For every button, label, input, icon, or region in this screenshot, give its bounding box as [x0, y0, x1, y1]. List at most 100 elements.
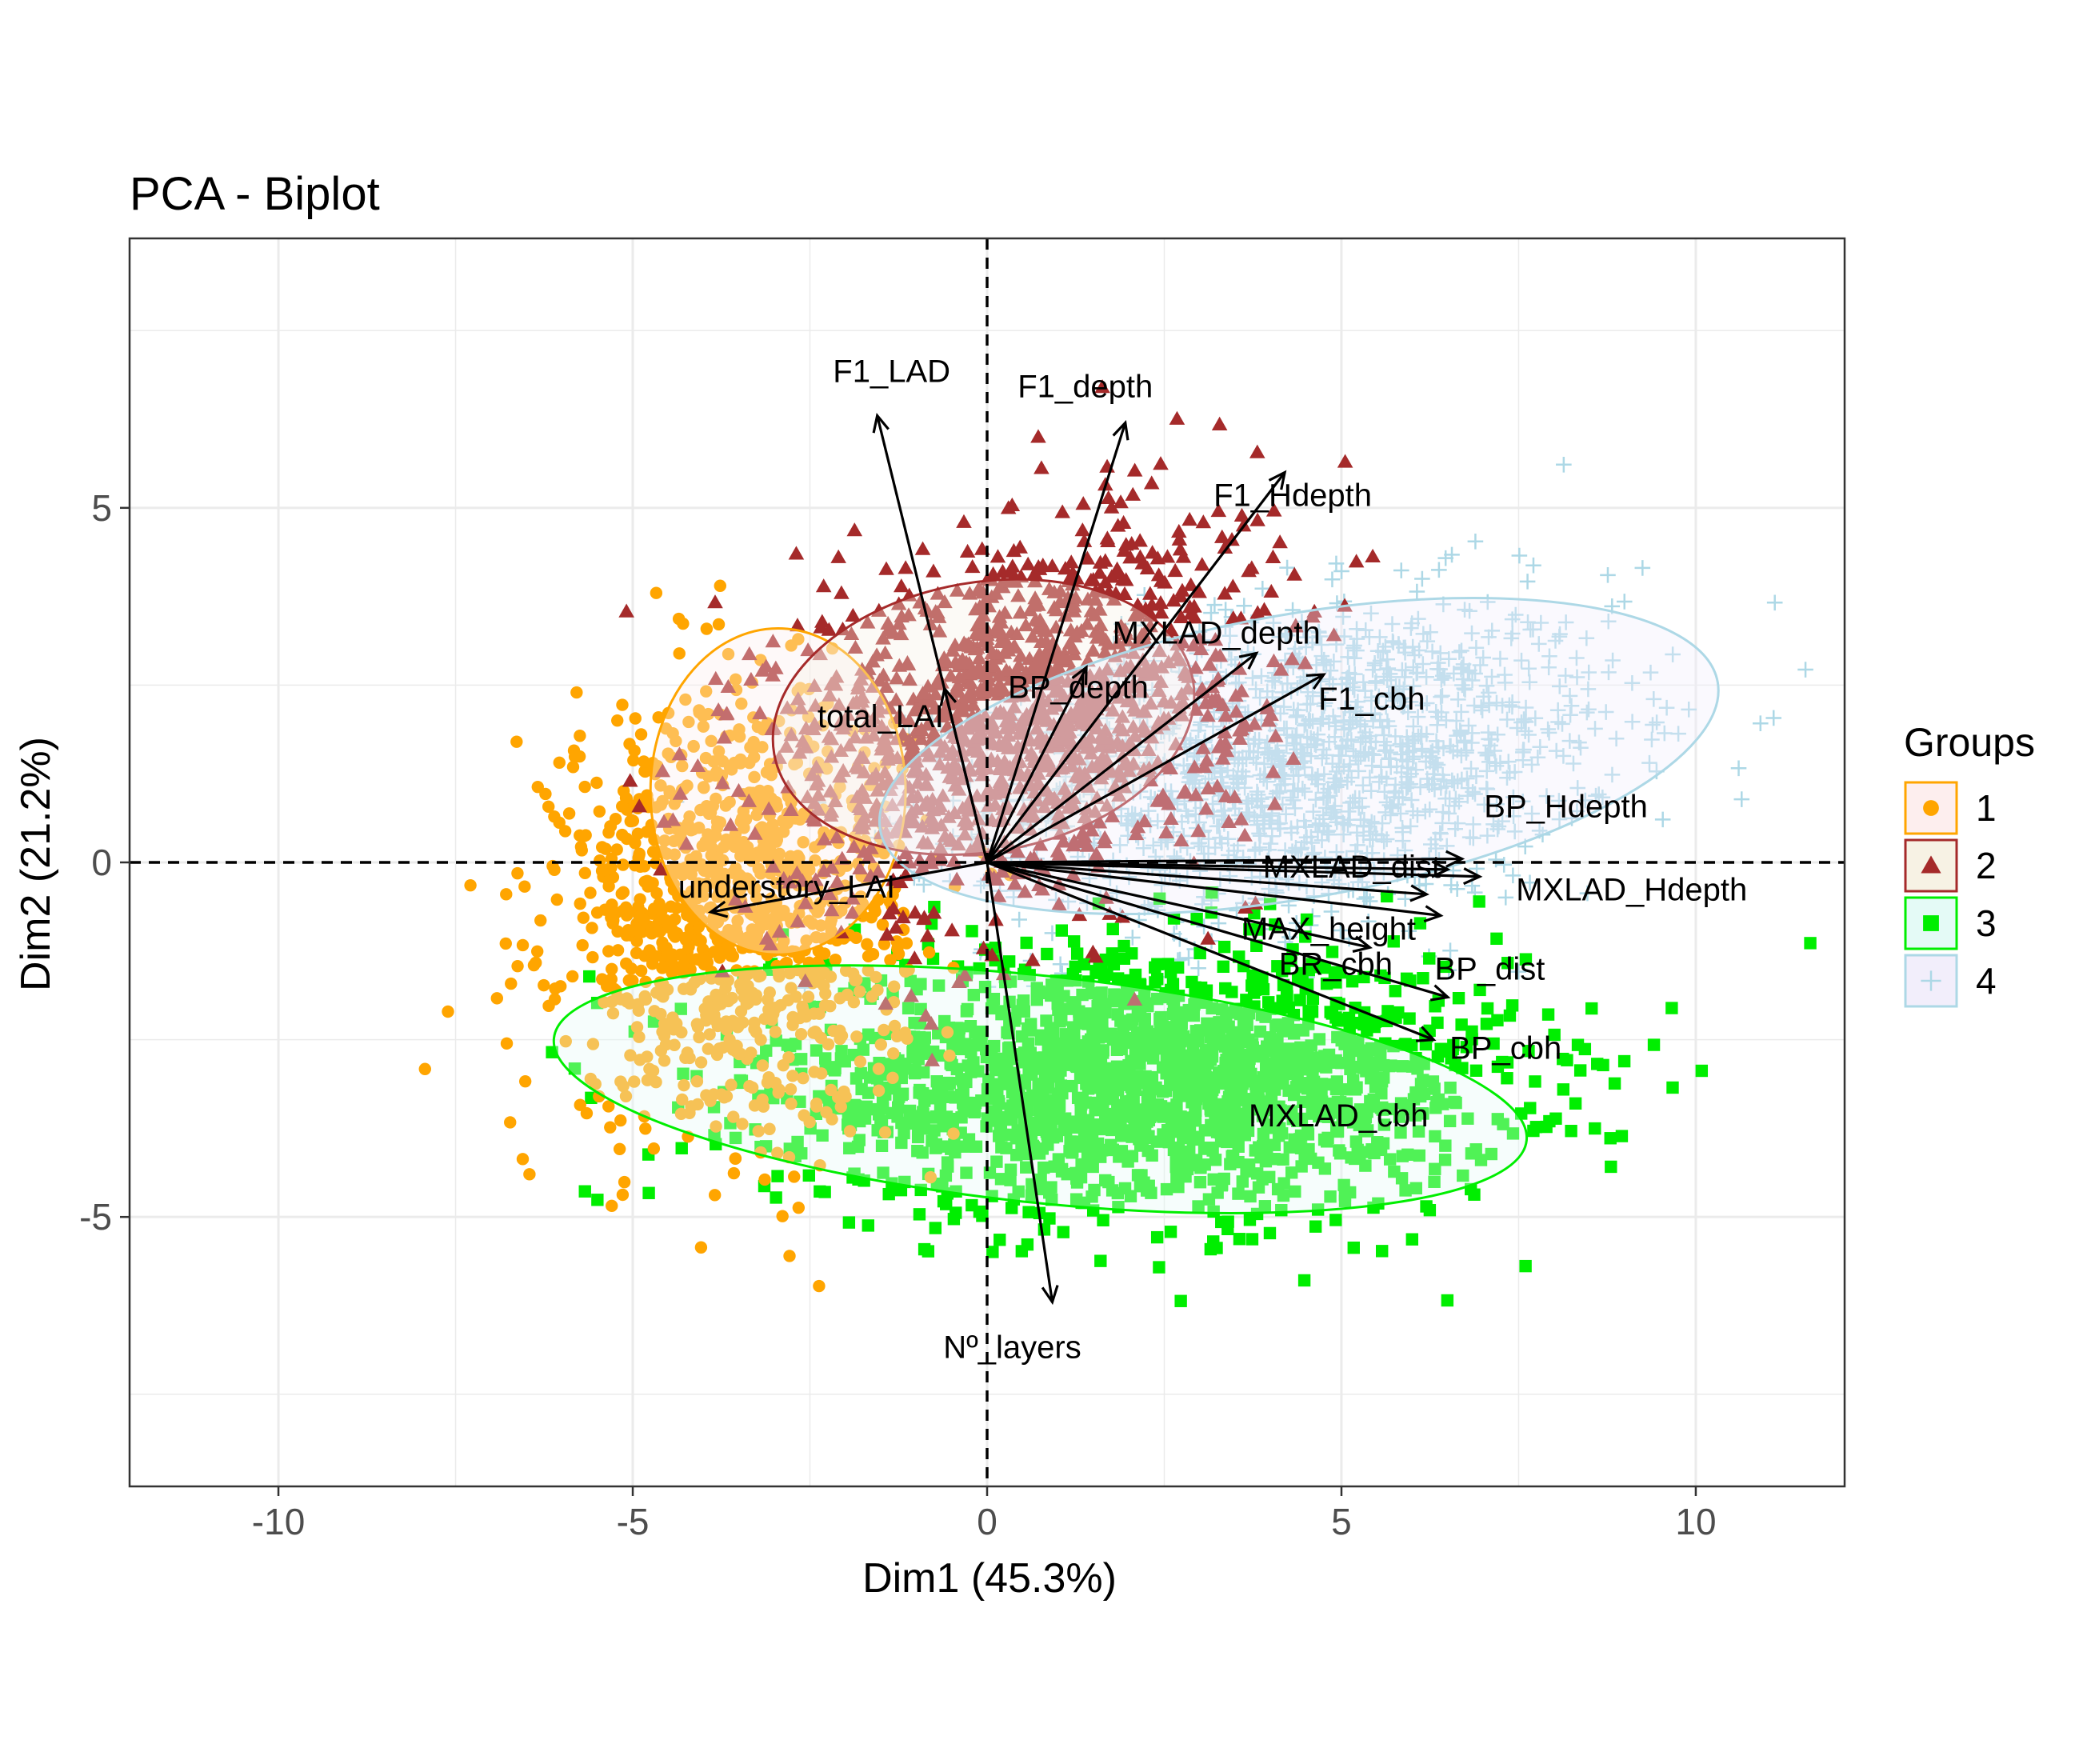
point — [1382, 759, 1399, 775]
point — [1319, 824, 1335, 841]
point — [616, 800, 629, 813]
point — [1185, 975, 1198, 989]
point — [1153, 1261, 1165, 1274]
point — [1305, 713, 1321, 730]
point — [862, 1219, 874, 1232]
point — [1149, 813, 1165, 830]
point — [1365, 662, 1381, 678]
point — [1193, 838, 1209, 854]
point — [1478, 678, 1495, 694]
point — [1340, 1013, 1353, 1026]
point — [1397, 669, 1413, 686]
point — [1441, 650, 1457, 667]
point — [1418, 695, 1435, 711]
point — [1257, 982, 1270, 996]
point — [1303, 748, 1319, 764]
point — [1163, 783, 1179, 799]
point — [1469, 1064, 1483, 1077]
point — [1529, 750, 1546, 766]
point — [586, 950, 599, 964]
point — [1766, 594, 1783, 611]
point — [1432, 645, 1449, 662]
point — [1386, 693, 1403, 710]
point — [1318, 789, 1334, 806]
point — [1569, 1097, 1582, 1110]
point — [1145, 838, 1161, 854]
point — [1366, 815, 1382, 831]
point — [647, 1142, 661, 1155]
point — [1519, 574, 1536, 590]
point — [530, 956, 542, 970]
point — [1530, 636, 1547, 652]
point — [1666, 1081, 1679, 1094]
point — [628, 744, 641, 758]
point — [1444, 546, 1460, 563]
point — [1052, 956, 1069, 973]
point — [1189, 748, 1205, 765]
point — [802, 1169, 816, 1182]
point — [1405, 678, 1421, 694]
point — [658, 914, 672, 926]
point — [1363, 689, 1380, 706]
point — [1249, 783, 1265, 800]
point — [1011, 911, 1027, 928]
point — [579, 829, 592, 842]
point — [1262, 835, 1279, 852]
point — [1402, 818, 1419, 834]
point — [1219, 982, 1232, 995]
point — [1484, 669, 1500, 685]
point — [1441, 738, 1458, 754]
point — [1394, 833, 1411, 849]
point — [1151, 958, 1164, 970]
point — [1516, 711, 1532, 727]
point — [1311, 624, 1327, 641]
point — [1259, 683, 1276, 700]
point — [1347, 843, 1364, 859]
point — [771, 1170, 784, 1182]
point — [1480, 1018, 1493, 1030]
point — [1617, 1054, 1631, 1068]
point — [1453, 642, 1469, 659]
point — [1492, 650, 1509, 667]
point — [1246, 809, 1262, 826]
point — [584, 886, 597, 899]
point — [1532, 738, 1549, 755]
point — [1245, 670, 1261, 686]
point — [1504, 626, 1521, 642]
point — [818, 1186, 831, 1198]
point — [1513, 652, 1529, 669]
point — [1385, 800, 1401, 816]
point — [1357, 1018, 1370, 1031]
point — [1415, 656, 1431, 672]
point — [618, 1175, 631, 1189]
point — [1206, 597, 1223, 613]
point — [516, 938, 530, 952]
point — [574, 897, 586, 910]
point — [1468, 639, 1485, 656]
point — [1443, 877, 1459, 894]
point — [1634, 560, 1651, 576]
point — [1360, 913, 1377, 930]
point — [1624, 674, 1641, 691]
point — [1670, 726, 1686, 742]
point — [1505, 999, 1519, 1012]
point — [1642, 664, 1659, 681]
point — [1733, 791, 1750, 807]
point — [1588, 787, 1604, 804]
point — [606, 962, 618, 975]
point — [1464, 734, 1480, 751]
point — [1501, 754, 1517, 770]
point — [1529, 1075, 1541, 1088]
point — [1417, 876, 1434, 892]
point — [591, 1194, 604, 1206]
point — [605, 911, 618, 924]
point — [1077, 958, 1090, 971]
point — [1166, 978, 1180, 990]
point — [1414, 570, 1430, 587]
point — [922, 946, 936, 959]
point — [1327, 862, 1344, 879]
point — [593, 805, 606, 818]
point — [1140, 802, 1157, 819]
point — [1236, 598, 1253, 614]
point — [1425, 766, 1441, 782]
